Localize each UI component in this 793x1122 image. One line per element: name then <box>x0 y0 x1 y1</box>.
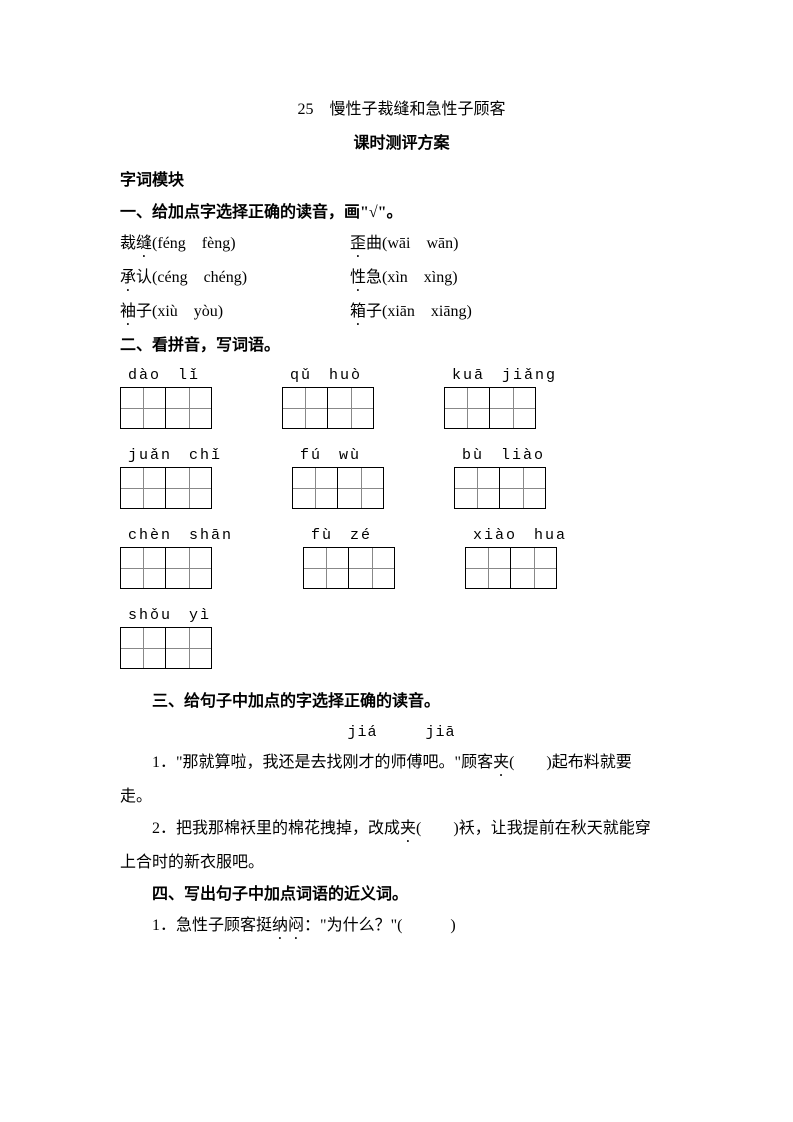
q2-cell: xiào hua <box>465 527 567 589</box>
q2-cell: juǎn chǐ <box>120 447 222 509</box>
q2-cell: qǔ huò <box>282 367 374 429</box>
module-header: 字词模块 <box>120 166 683 196</box>
q1-row1-left: 裁缝(féng fèng) <box>120 229 350 261</box>
tianzige-box[interactable] <box>120 387 212 429</box>
pinyin-label: fú wù <box>300 447 361 465</box>
q1-row1-right: 歪曲(wāi wān) <box>350 229 683 261</box>
tianzige-box[interactable] <box>292 467 384 509</box>
q2-cell: dào lǐ <box>120 367 212 429</box>
pinyin-label: xiào hua <box>473 527 567 545</box>
q1-row-1: 裁缝(féng fèng) 歪曲(wāi wān) <box>120 229 683 261</box>
q2-row-2: juǎn chǐ fú wù bù liào <box>120 447 683 509</box>
q2-cell: chèn shān <box>120 527 233 589</box>
tianzige-box[interactable] <box>465 547 557 589</box>
pinyin-label: qǔ huò <box>290 367 362 385</box>
pinyin-label: kuā jiǎng <box>452 367 557 385</box>
pinyin-label: chèn shān <box>128 527 233 545</box>
q2-row-3: chèn shān fù zé xiào hua <box>120 527 683 589</box>
tianzige-box[interactable] <box>444 387 536 429</box>
q4-header: 四、写出句子中加点词语的近义词。 <box>120 880 683 910</box>
q1-row2-left: 承认(céng chéng) <box>120 263 350 295</box>
q1-row3-right: 箱子(xiān xiāng) <box>350 297 683 329</box>
q3-item-2: 2．把我那棉袄里的棉花拽掉，改成夹( )袄，让我提前在秋天就能穿 <box>120 814 683 846</box>
q3-item-2-cont: 上合时的新衣服吧。 <box>120 848 683 878</box>
pinyin-label: shǒu yì <box>128 607 211 625</box>
q1-row2-right: 性急(xìn xìng) <box>350 263 683 295</box>
q1-header: 一、给加点字选择正确的读音，画"√"。 <box>120 198 683 228</box>
pinyin-label: fù zé <box>311 527 372 545</box>
pinyin-label: bù liào <box>462 447 545 465</box>
tianzige-box[interactable] <box>120 627 212 669</box>
q1-row-3: 袖子(xiù yòu) 箱子(xiān xiāng) <box>120 297 683 329</box>
q3-options: jiá jiā <box>120 719 683 747</box>
tianzige-box[interactable] <box>454 467 546 509</box>
q2-row-1: dào lǐ qǔ huò kuā jiǎng <box>120 367 683 429</box>
lesson-title: 25 慢性子裁缝和急性子顾客 <box>120 95 683 125</box>
tianzige-box[interactable] <box>282 387 374 429</box>
tianzige-box[interactable] <box>120 547 212 589</box>
q2-row-4: shǒu yì <box>120 607 683 669</box>
pinyin-label: dào lǐ <box>128 367 200 385</box>
q2-cell: shǒu yì <box>120 607 212 669</box>
q2-cell: fú wù <box>292 447 384 509</box>
lesson-subtitle: 课时测评方案 <box>120 129 683 159</box>
q1-row3-left: 袖子(xiù yòu) <box>120 297 350 329</box>
q2-cell: fù zé <box>303 527 395 589</box>
pinyin-label: juǎn chǐ <box>128 447 222 465</box>
q2-cell: kuā jiǎng <box>444 367 557 429</box>
q2-header: 二、看拼音，写词语。 <box>120 331 683 361</box>
q2-cell: bù liào <box>454 447 546 509</box>
q1-row-2: 承认(céng chéng) 性急(xìn xìng) <box>120 263 683 295</box>
tianzige-box[interactable] <box>120 467 212 509</box>
q3-item-1-cont: 走。 <box>120 782 683 812</box>
q3-item-1: 1．"那就算啦，我还是去找刚才的师傅吧。"顾客夹( )起布料就要 <box>120 748 683 780</box>
q4-item-1: 1．急性子顾客挺纳闷："为什么？"( ) <box>120 911 683 943</box>
q3-header: 三、给句子中加点的字选择正确的读音。 <box>120 687 683 717</box>
tianzige-box[interactable] <box>303 547 395 589</box>
